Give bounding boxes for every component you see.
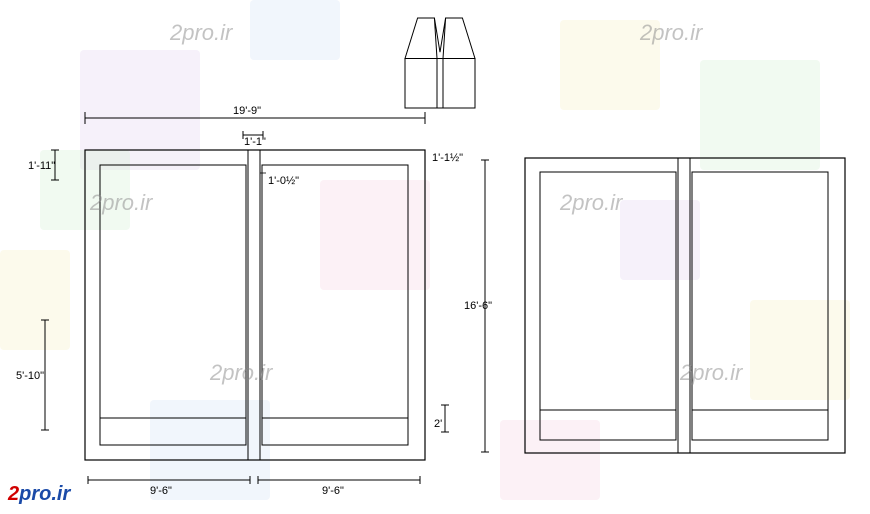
dimension-label: 1'-11" xyxy=(28,160,55,172)
dimension-label: 1'-0½" xyxy=(268,175,299,187)
dimension-label: 1'-1½" xyxy=(432,152,463,164)
technical-drawing xyxy=(0,0,870,514)
dimension-label: 16'-6" xyxy=(464,300,492,312)
dimension-label: 19'-9" xyxy=(233,105,261,117)
dimension-label: 1'-1" xyxy=(244,136,266,148)
site-logo: 2pro.ir xyxy=(8,483,70,506)
logo-red-part: 2 xyxy=(8,483,19,505)
dimension-label: 2' xyxy=(434,418,442,430)
dimension-label: 9'-6" xyxy=(322,485,344,497)
dimension-label: 5'-10" xyxy=(16,370,44,382)
dimension-label: 9'-6" xyxy=(150,485,172,497)
logo-blue-part: pro.ir xyxy=(19,483,70,505)
